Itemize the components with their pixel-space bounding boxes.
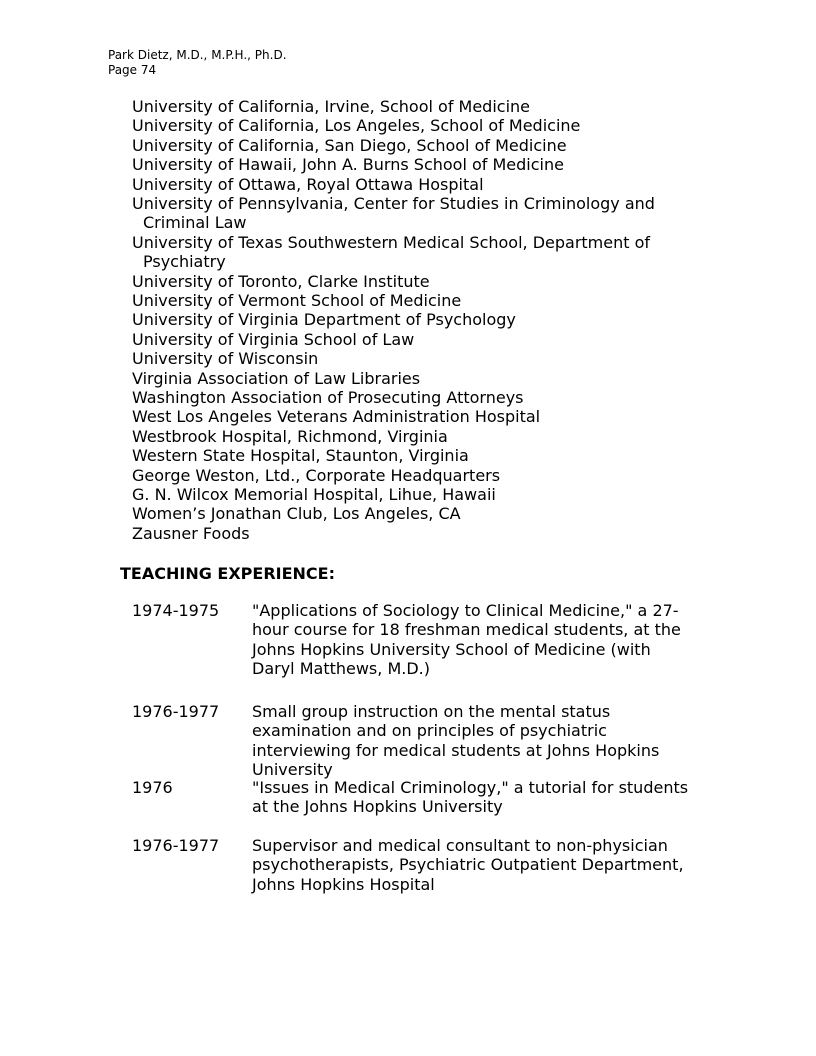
institution-item: University of Wisconsin <box>132 349 319 369</box>
institution-item: Washington Association of Prosecuting At… <box>132 388 524 407</box>
institution-item-continuation: Criminal Law <box>143 213 247 233</box>
teaching-description-line: "Applications of Sociology to Clinical M… <box>252 601 679 620</box>
institution-item: University of Texas Southwestern Medical… <box>132 232 651 252</box>
teaching-date: 1976 <box>132 778 173 797</box>
teaching-date: 1976-1977 <box>132 836 220 855</box>
institution-item: Westbrook Hospital, Richmond, Virginia <box>132 426 448 446</box>
institution-item: Virginia Association of Law Libraries <box>132 368 421 388</box>
teaching-description-line: "Issues in Medical Criminology," a tutor… <box>252 778 689 797</box>
institution-item: University of Hawaii, John A. Burns Scho… <box>132 155 564 175</box>
teaching-description-line: hour course for 18 freshman medical stud… <box>252 620 681 640</box>
institution-item: Zausner Foods <box>132 523 250 543</box>
teaching-description-line: Small group instruction on the mental st… <box>252 702 611 721</box>
teaching-description-line: Supervisor and medical consultant to non… <box>252 836 668 855</box>
teaching-description-line: at the Johns Hopkins University <box>252 797 503 817</box>
institution-item: University of Virginia School of Law <box>132 329 415 349</box>
institution-item: University of California, Los Angeles, S… <box>132 116 581 136</box>
teaching-description-line: examination and on principles of psychia… <box>252 721 607 741</box>
institution-item: Western State Hospital, Staunton, Virgin… <box>132 446 469 466</box>
institution-item: University of California, Irvine, School… <box>132 97 531 116</box>
institution-item: Women’s Jonathan Club, Los Angeles, CA <box>132 504 461 524</box>
institution-item: University of Toronto, Clarke Institute <box>132 271 430 291</box>
institution-item: University of Vermont School of Medicine <box>132 291 462 310</box>
institution-item: G. N. Wilcox Memorial Hospital, Lihue, H… <box>132 485 496 504</box>
teaching-description-line: psychotherapists, Psychiatric Outpatient… <box>252 855 684 875</box>
institution-item: University of Virginia Department of Psy… <box>132 310 516 330</box>
institution-item-continuation: Psychiatry <box>143 252 226 272</box>
teaching-date: 1976-1977 <box>132 702 220 721</box>
institution-item: University of Pennsylvania, Center for S… <box>132 194 655 213</box>
teaching-date: 1974-1975 <box>132 601 220 620</box>
teaching-description-line: interviewing for medical students at Joh… <box>252 740 660 760</box>
running-header-author: Park Dietz, M.D., M.P.H., Ph.D. <box>108 48 287 62</box>
section-heading: TEACHING EXPERIENCE: <box>120 564 335 583</box>
institution-item: George Weston, Ltd., Corporate Headquart… <box>132 465 501 485</box>
teaching-description-line: Johns Hopkins University School of Medic… <box>252 639 651 659</box>
teaching-description-line: Johns Hopkins Hospital <box>252 874 435 894</box>
running-header-page: Page 74 <box>108 63 157 77</box>
institution-item: University of California, San Diego, Sch… <box>132 135 567 155</box>
institution-item: University of Ottawa, Royal Ottawa Hospi… <box>132 174 484 194</box>
teaching-description-line: University <box>252 759 333 779</box>
institution-item: West Los Angeles Veterans Administration… <box>132 407 541 427</box>
teaching-description-line: Daryl Matthews, M.D.) <box>252 658 430 678</box>
